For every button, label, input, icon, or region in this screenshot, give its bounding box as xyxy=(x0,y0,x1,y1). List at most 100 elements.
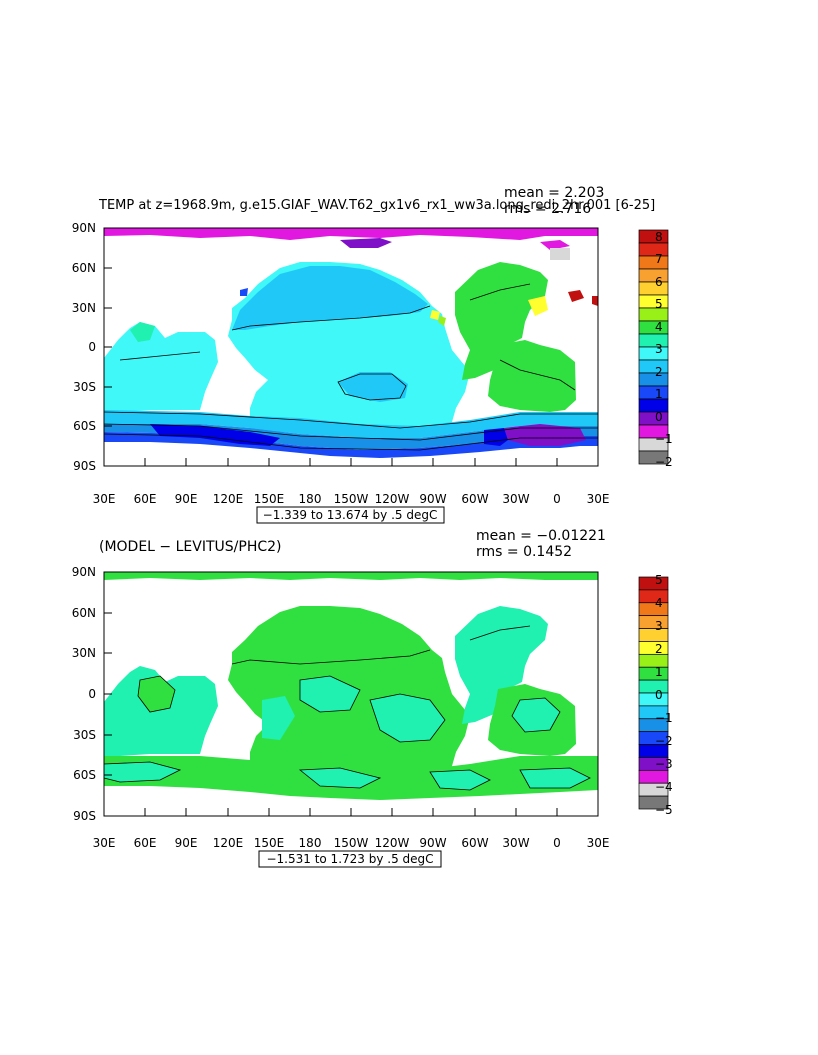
colorbar-swatch xyxy=(638,589,669,604)
colorbar-swatch xyxy=(638,666,669,681)
xtick-label: 180 xyxy=(299,492,322,506)
pacific-cyan-1 xyxy=(300,676,360,712)
colorbar-swatch xyxy=(638,450,669,465)
atlantic-south xyxy=(488,340,576,412)
colorbar-swatch xyxy=(638,242,669,257)
xtick-label: 150E xyxy=(254,492,285,506)
xtick-label: 120E xyxy=(213,836,244,850)
colorbar-swatch xyxy=(638,333,669,348)
colorbar-label: 2 xyxy=(655,642,663,656)
xtick-label: 60W xyxy=(461,836,488,850)
xtick-label: 30E xyxy=(587,492,610,506)
ytick-label: 90S xyxy=(73,809,96,823)
xtick-label: 30W xyxy=(502,492,529,506)
colorbar-label: 4 xyxy=(655,320,663,334)
xtick-label: 0 xyxy=(553,836,561,850)
panel-bottom-yticks: 90N 60N 30N 0 30S 60S 90S xyxy=(72,565,96,823)
panel-top-colorbar xyxy=(638,229,669,465)
panel-top-mean: mean = 2.203 xyxy=(504,185,604,201)
colorbar-label: 3 xyxy=(655,619,663,633)
colorbar-label: 5 xyxy=(655,573,663,587)
panel-top-rms: rms = 2.716 xyxy=(504,201,591,217)
panel-top-map xyxy=(103,228,598,458)
ytick-label: 0 xyxy=(88,687,96,701)
panel-top-yticks: 90N 60N 30N 0 30S 60S 90S xyxy=(72,221,96,473)
panel-top-title: TEMP at z=1968.9m, g.e15.GIAF_WAV.T62_gx… xyxy=(98,198,655,213)
southern-cyan-4 xyxy=(520,768,590,788)
colorbar-label: −5 xyxy=(655,803,673,817)
mediterranean xyxy=(528,296,548,316)
north-pacific xyxy=(232,266,428,330)
panel-bottom-map xyxy=(103,572,598,800)
indian-ocean-green xyxy=(130,322,155,342)
colorbar-label: −1 xyxy=(655,432,673,446)
xtick-label: 120W xyxy=(375,836,410,850)
xtick-label: 150W xyxy=(334,836,369,850)
panel-bottom-rms: rms = 0.1452 xyxy=(476,544,572,560)
colorbar-label: −1 xyxy=(655,711,673,725)
arctic-pool-2 xyxy=(540,240,570,250)
colorbar-label: −3 xyxy=(655,757,673,771)
colorbar-swatch xyxy=(638,679,669,694)
colorbar-label: −2 xyxy=(655,455,673,469)
xtick-label: 150E xyxy=(254,836,285,850)
atlantic-south-cyan xyxy=(512,698,560,732)
ytick-label: 0 xyxy=(88,340,96,354)
colorbar-label: 0 xyxy=(655,688,663,702)
atlantic-north xyxy=(455,262,548,380)
colorbar-swatch xyxy=(638,320,669,335)
colorbar-swatch xyxy=(638,268,669,283)
panel-bottom-title: (MODEL − LEVITUS/PHC2) xyxy=(99,539,282,555)
arctic-pool xyxy=(340,238,392,248)
colorbar-swatch xyxy=(638,281,669,296)
ytick-label: 90N xyxy=(72,565,96,579)
pacific-cyan-3 xyxy=(262,696,295,740)
panel-bottom-axes xyxy=(103,571,599,817)
colorbar-label: −2 xyxy=(655,734,673,748)
panel-top-range-label: −1.339 to 13.674 by .5 degC xyxy=(263,508,438,522)
xtick-label: 30E xyxy=(93,836,116,850)
xtick-label: 30W xyxy=(502,836,529,850)
green-patch xyxy=(438,316,446,326)
ytick-label: 30S xyxy=(73,728,96,742)
xtick-label: 60W xyxy=(461,492,488,506)
panel-top-xticks: 30E 60E 90E 120E 150E 180 150W 120W 90W … xyxy=(93,492,610,506)
ytick-label: 60S xyxy=(73,768,96,782)
colorbar-swatch xyxy=(638,411,669,426)
colorbar-label: 2 xyxy=(655,365,663,379)
panel-bottom-colorbar-labels: 5 4 3 2 1 0 −1 −2 −3 −4 −5 xyxy=(655,573,673,817)
xtick-label: 90E xyxy=(175,836,198,850)
indian-ocean-green xyxy=(138,676,175,712)
colorbar-swatch xyxy=(638,307,669,322)
xtick-label: 150W xyxy=(334,492,369,506)
ytick-label: 90N xyxy=(72,221,96,235)
xtick-label: 0 xyxy=(553,492,561,506)
ytick-label: 60N xyxy=(72,606,96,620)
xtick-label: 90E xyxy=(175,492,198,506)
panel-top-range-box xyxy=(256,506,445,524)
weddell-basin xyxy=(504,424,586,446)
pacific-cyan-2 xyxy=(370,694,445,742)
xtick-label: 120E xyxy=(213,492,244,506)
colorbar-label: 8 xyxy=(655,230,663,244)
arctic-strip xyxy=(104,572,598,580)
colorbar-swatch xyxy=(638,398,669,413)
colorbar-label: 1 xyxy=(655,665,663,679)
panel-top-colorbar-labels: 8 7 6 5 4 3 2 1 0 −1 −2 xyxy=(655,230,673,469)
arctic-strip xyxy=(104,228,598,240)
red-patch xyxy=(568,290,584,302)
xtick-label: 120W xyxy=(375,492,410,506)
xtick-label: 90W xyxy=(419,492,446,506)
panel-bottom-xticks: 30E 60E 90E 120E 150E 180 150W 120W 90W … xyxy=(93,836,610,850)
arctic-land-gray xyxy=(550,248,570,260)
colorbar-label: 3 xyxy=(655,342,663,356)
colorbar-swatch xyxy=(638,641,669,655)
xtick-label: 30E xyxy=(93,492,116,506)
colorbar-swatch xyxy=(638,615,669,629)
xtick-label: 90W xyxy=(419,836,446,850)
ytick-label: 30N xyxy=(72,301,96,315)
southern-cyan-3 xyxy=(430,770,490,790)
panel-bottom-colorbar xyxy=(638,576,669,810)
colorbar-label: 6 xyxy=(655,275,663,289)
